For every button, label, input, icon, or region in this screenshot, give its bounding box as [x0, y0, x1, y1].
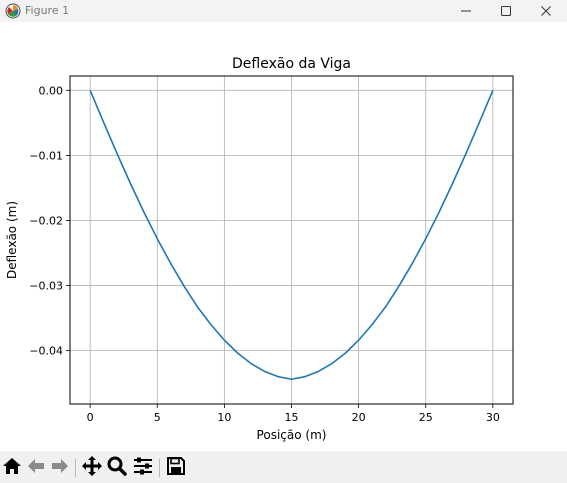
y-tick-label: −0.01: [29, 149, 63, 162]
zoom-button[interactable]: [107, 456, 127, 480]
pan-icon: [82, 456, 102, 480]
maximize-icon: [500, 2, 512, 21]
home-icon: [2, 456, 22, 480]
pan-button[interactable]: [82, 456, 102, 480]
home-button[interactable]: [2, 458, 22, 478]
grid: [70, 76, 513, 404]
configure-subplots-icon: [133, 456, 153, 480]
minimize-button[interactable]: [444, 0, 488, 22]
forward-button[interactable]: [50, 458, 70, 478]
window-title: Figure 1: [25, 4, 70, 17]
minimize-icon: [460, 2, 472, 21]
y-axis-label: Deflexão (m): [5, 201, 19, 279]
x-tick-label: 20: [352, 411, 366, 424]
x-tick-label: 5: [154, 411, 161, 424]
x-tick-label: 0: [87, 411, 94, 424]
figure-canvas[interactable]: 0 5 10 15 20 25 30 0.00 −0.01 −0.02 −0.03 −0.04 Def…: [0, 22, 567, 451]
save-button[interactable]: [166, 456, 186, 480]
y-tick-label: −0.03: [29, 280, 63, 293]
toolbar-separator: [75, 459, 76, 477]
chart-title: Deflexão da Viga: [232, 56, 351, 72]
navigation-toolbar: [0, 451, 567, 483]
toolbar-separator: [159, 459, 160, 477]
y-tick-label: −0.04: [29, 345, 63, 358]
x-tick-label: 25: [419, 411, 433, 424]
configure-subplots-button[interactable]: [133, 456, 153, 480]
close-button[interactable]: [524, 0, 567, 22]
back-button[interactable]: [26, 458, 46, 478]
deflection-series-line: [89, 90, 494, 381]
y-tick-label: 0.00: [39, 84, 64, 97]
save-icon: [166, 456, 186, 480]
title-bar[interactable]: Figure 1: [0, 0, 567, 22]
series-layer: [89, 90, 494, 381]
matplotlib-logo-icon: [5, 3, 21, 19]
x-axis-label: Posição (m): [257, 428, 327, 442]
zoom-icon: [107, 456, 127, 480]
x-tick-label: 10: [217, 411, 231, 424]
deflection-chart: 0 5 10 15 20 25 30 0.00 −0.01 −0.02 −0.03 −0.04 Def…: [5, 56, 514, 442]
y-tick-label: −0.02: [29, 214, 63, 227]
forward-icon: [50, 456, 70, 480]
back-icon: [26, 456, 46, 480]
x-tick-label: 15: [285, 411, 299, 424]
x-tick-label: 30: [486, 411, 500, 424]
maximize-button[interactable]: [484, 0, 528, 22]
ticks: 0 5 10 15 20 25 30 0.00 −0.01 −0.02 −0.03 −0.04: [29, 84, 500, 424]
close-icon: [540, 2, 552, 21]
